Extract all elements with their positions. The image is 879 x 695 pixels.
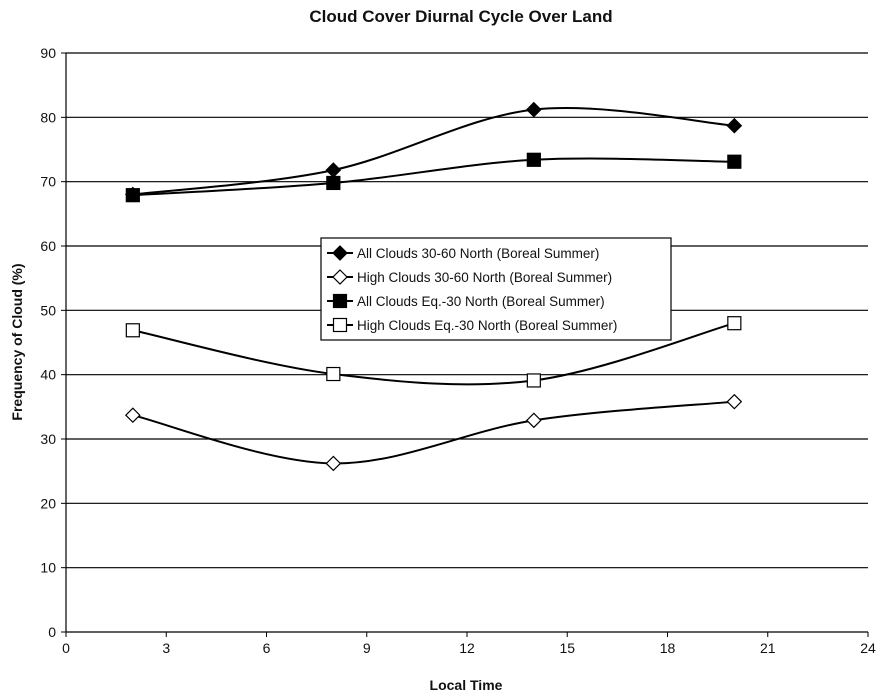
legend-marker xyxy=(332,245,348,261)
series-line xyxy=(132,157,735,197)
y-tick-label: 30 xyxy=(40,431,56,447)
legend-item: High Clouds 30-60 North (Boreal Summer) xyxy=(327,269,612,285)
legend-item: All Clouds 30-60 North (Boreal Summer) xyxy=(327,245,599,261)
tick-labels: 0 10 20 30 40 50 60 70 80 90 0 3 6 9 12 15 18 21 24 xyxy=(40,45,876,656)
data-point xyxy=(325,455,342,472)
x-tick-label: 12 xyxy=(459,640,475,656)
data-point xyxy=(325,162,342,178)
legend-marker xyxy=(332,317,348,333)
x-axis-label: Local Time xyxy=(430,677,503,693)
x-tick-label: 6 xyxy=(263,640,271,656)
data-point xyxy=(326,366,341,382)
y-axis-label: Frequency of Cloud (%) xyxy=(9,263,25,420)
y-tick-label: 80 xyxy=(40,109,56,125)
x-tick-label: 15 xyxy=(559,640,575,656)
data-point xyxy=(526,152,541,167)
legend-label: High Clouds Eq.-30 North (Boreal Summer) xyxy=(357,318,617,333)
legend-label: All Clouds Eq.-30 North (Boreal Summer) xyxy=(357,294,605,309)
legend: All Clouds 30-60 North (Boreal Summer) Hi… xyxy=(320,237,672,341)
y-tick-label: 60 xyxy=(40,238,56,254)
data-point xyxy=(125,323,140,338)
data-point xyxy=(124,407,141,424)
y-tick-label: 10 xyxy=(40,560,56,576)
legend-box xyxy=(320,237,672,341)
y-tick-label: 0 xyxy=(48,624,56,640)
series-1 xyxy=(124,101,743,203)
data-point xyxy=(326,175,341,191)
x-tick-label: 0 xyxy=(62,640,70,656)
data-point xyxy=(726,393,743,410)
legend-item: All Clouds Eq.-30 North (Boreal Summer) xyxy=(327,293,605,309)
chart-title: Cloud Cover Diurnal Cycle Over Land xyxy=(309,7,612,26)
series-4 xyxy=(125,316,742,388)
data-point xyxy=(525,101,542,118)
legend-marker xyxy=(332,293,348,309)
data-point xyxy=(727,316,742,331)
x-tick-label: 24 xyxy=(860,640,876,656)
legend-marker xyxy=(332,269,348,285)
data-point xyxy=(727,154,742,169)
data-point xyxy=(125,188,140,203)
series-3 xyxy=(125,152,742,203)
x-tick-label: 9 xyxy=(363,640,371,656)
y-tick-label: 90 xyxy=(40,45,56,61)
legend-label: All Clouds 30-60 North (Boreal Summer) xyxy=(357,246,599,261)
series-line xyxy=(132,107,735,196)
legend-item: High Clouds Eq.-30 North (Boreal Summer) xyxy=(327,317,617,333)
series-group xyxy=(124,101,743,472)
y-tick-label: 20 xyxy=(40,495,56,511)
legend-label: High Clouds 30-60 North (Boreal Summer) xyxy=(357,270,612,285)
data-point xyxy=(526,373,541,388)
series-line xyxy=(132,400,735,465)
x-tick-label: 18 xyxy=(660,640,676,656)
y-tick-label: 40 xyxy=(40,367,56,383)
x-tick-label: 21 xyxy=(760,640,776,656)
series-2 xyxy=(124,393,743,472)
x-tick-label: 3 xyxy=(162,640,170,656)
y-tick-label: 70 xyxy=(40,174,56,190)
data-point xyxy=(726,117,743,134)
y-tick-label: 50 xyxy=(40,302,56,318)
axes xyxy=(61,52,869,637)
series-line xyxy=(132,322,735,386)
data-point xyxy=(525,412,542,429)
